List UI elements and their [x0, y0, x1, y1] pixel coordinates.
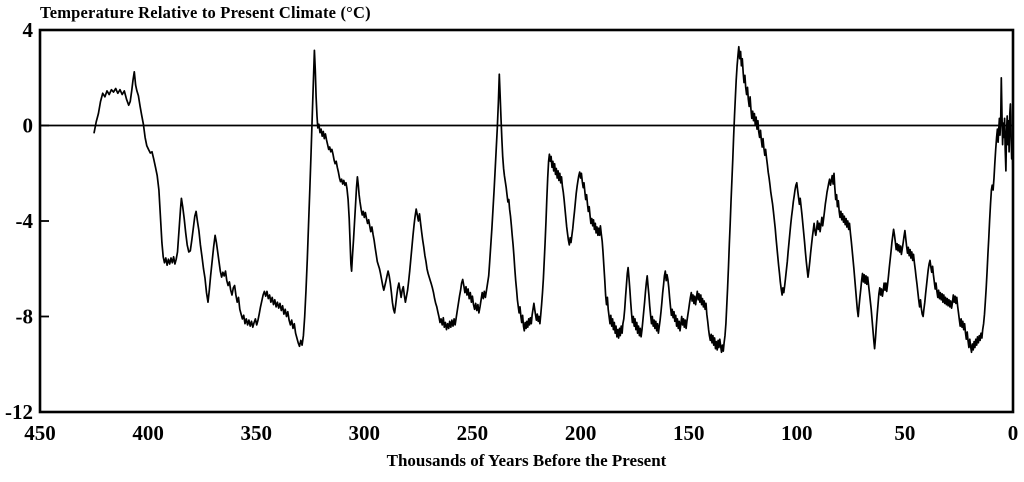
x-axis-tick-label: 50: [894, 421, 915, 445]
x-axis-tick-label: 0: [1008, 421, 1019, 445]
x-axis-tick-label: 300: [349, 421, 381, 445]
y-axis-tick-label: 0: [23, 114, 34, 138]
y-axis-tick-label: 4: [23, 18, 34, 42]
temperature-curve: [93, 45, 1014, 354]
y-axis-tick-label: -12: [5, 400, 33, 424]
y-axis-tick-label: -4: [16, 209, 34, 233]
y-axis-tick-label: -8: [16, 305, 34, 329]
x-axis-tick-label: 200: [565, 421, 597, 445]
x-axis-title: Thousands of Years Before the Present: [386, 451, 667, 470]
chart-title: Temperature Relative to Present Climate …: [40, 3, 371, 22]
x-axis-tick-label: 350: [240, 421, 272, 445]
x-axis-tick-label: 100: [781, 421, 813, 445]
x-axis-tick-label: 250: [457, 421, 489, 445]
plot-frame: [38, 28, 1015, 414]
x-axis-tick-label: 150: [673, 421, 705, 445]
x-axis-tick-label: 400: [132, 421, 164, 445]
x-axis-tick-label: 450: [24, 421, 56, 445]
